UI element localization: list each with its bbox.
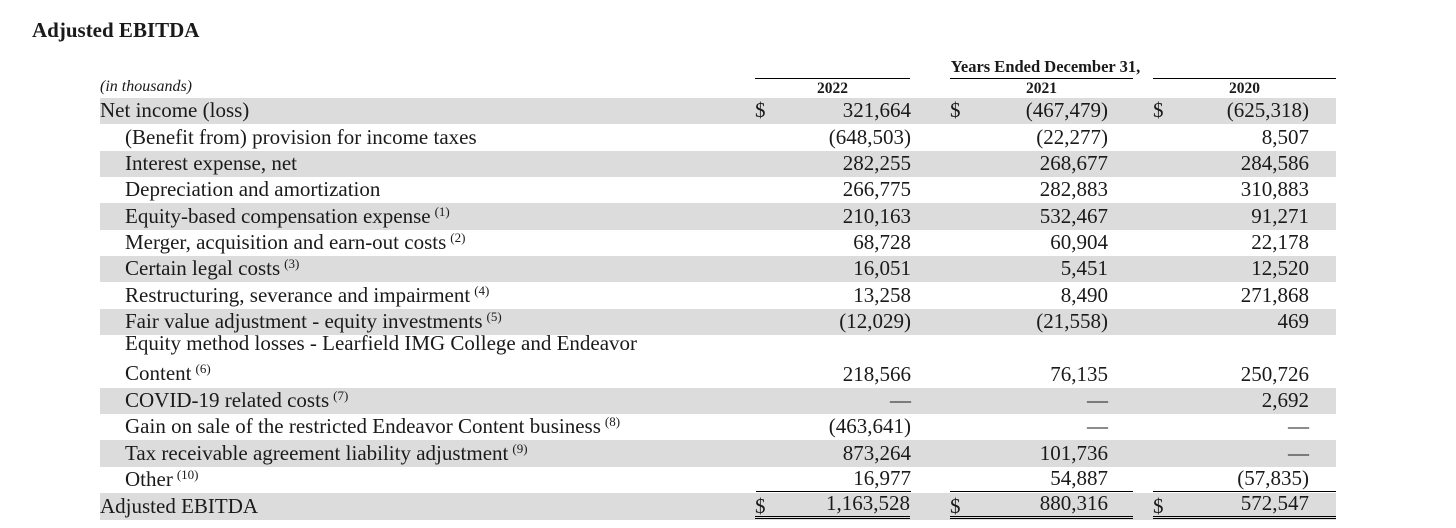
footnote-marker: (2): [450, 230, 466, 246]
value-2020: 310,883: [1240, 177, 1309, 202]
value-2021: 282,883: [1039, 177, 1108, 202]
row-label: Adjusted EBITDA: [100, 493, 259, 518]
units-label: (in thousands): [100, 78, 192, 95]
value-2020: 2,692: [1261, 388, 1309, 413]
value-2021: 54,887: [950, 465, 1133, 493]
value-2021: (21,558): [1036, 309, 1108, 334]
value-2020: 469: [1277, 309, 1310, 334]
value-2022: 321,664: [842, 98, 911, 123]
value-2022: 218,566: [842, 361, 911, 386]
value-2022: (648,503): [828, 124, 911, 149]
footnote-marker: (6): [195, 361, 211, 377]
row-label: Net income (loss): [100, 98, 250, 123]
ebitda-table: Net income (loss) $ 321,664 $ (467,479) …: [100, 98, 1336, 520]
value-2021: 76,135: [1050, 361, 1108, 386]
value-2020: 250,726: [1240, 361, 1309, 386]
value-2021: 532,467: [1039, 203, 1108, 228]
period-header: Years Ended December 31,: [950, 57, 1141, 76]
table-row-tax-receivable: Tax receivable agreement liability adjus…: [100, 440, 1336, 467]
value-2020: 271,868: [1240, 282, 1309, 307]
row-label: Equity-based compensation expense (1): [125, 203, 450, 228]
table-row-income-taxes: (Benefit from) provision for income taxe…: [100, 124, 1336, 150]
row-label: Merger, acquisition and earn-out costs (2…: [125, 230, 466, 255]
value-2020: 8,507: [1261, 124, 1309, 149]
row-label: Fair value adjustment - equity investmen…: [125, 309, 502, 334]
row-label: Interest expense, net: [125, 151, 298, 176]
value-2020: (625,318): [1226, 98, 1309, 123]
row-label: Gain on sale of the restricted Endeavor …: [125, 414, 621, 439]
table-row-net-income: Net income (loss) $ 321,664 $ (467,479) …: [100, 98, 1336, 125]
footnote-marker: (1): [434, 203, 450, 219]
value-2022: 16,051: [853, 256, 911, 281]
value-2022: 1,163,528: [755, 490, 910, 519]
table-row-other: Other (10) 16,977 54,887 (57,835): [100, 465, 1336, 493]
value-2022: 210,163: [842, 203, 911, 228]
value-2021: 101,736: [1039, 440, 1108, 465]
value-2022: (463,641): [828, 414, 911, 439]
row-label: COVID-19 related costs (7): [125, 388, 349, 413]
currency-symbol: $: [755, 493, 766, 518]
row-label: Restructuring, severance and impairment(…: [125, 282, 490, 307]
footnote-marker: (5): [486, 309, 502, 325]
table-row-covid-costs: COVID-19 related costs (7) — — 2,692: [100, 387, 1336, 415]
row-label: Equity method losses - Learfield IMG Col…: [125, 331, 638, 386]
value-2022: 68,728: [853, 230, 911, 255]
footnote-marker: (9): [512, 440, 528, 456]
value-2021: 5,451: [1060, 256, 1108, 281]
page-title: Adjusted EBITDA: [32, 18, 200, 42]
value-2020: 572,547: [1153, 490, 1336, 519]
value-2022: —: [890, 388, 911, 413]
value-2020: 91,271: [1251, 203, 1309, 228]
value-2021: (22,277): [1036, 124, 1108, 149]
value-2022: 282,255: [842, 151, 911, 176]
footnote-marker: (4): [474, 282, 490, 298]
currency-symbol: $: [755, 98, 766, 123]
value-2022: (12,029): [839, 309, 911, 334]
value-2020: —: [1288, 414, 1309, 439]
value-2022: 266,775: [842, 177, 911, 202]
row-label: Depreciation and amortization: [125, 177, 381, 202]
footnote-marker: (7): [333, 388, 349, 404]
row-label: Tax receivable agreement liability adjus…: [125, 440, 528, 465]
currency-symbol: $: [950, 493, 961, 518]
table-row-equity-compensation: Equity-based compensation expense (1) 210…: [100, 203, 1336, 230]
footnote-marker: (3): [284, 256, 300, 272]
table-row-interest-expense: Interest expense, net 282,255 268,677 28…: [100, 150, 1336, 178]
table-row-adjusted-ebitda-total: Adjusted EBITDA $ 1,163,528 $ 880,316 $ …: [100, 490, 1336, 520]
footnote-marker: (8): [604, 414, 621, 430]
currency-symbol: $: [1153, 98, 1164, 123]
currency-symbol: $: [1153, 493, 1164, 518]
table-row-depreciation: Depreciation and amortization 266,775 28…: [100, 177, 1336, 203]
value-2021: 268,677: [1039, 151, 1108, 176]
value-2022: 16,977: [756, 465, 911, 493]
table-row-restructuring: Restructuring, severance and impairment(…: [100, 282, 1336, 308]
value-2020: 22,178: [1251, 230, 1309, 255]
value-2020: —: [1288, 440, 1309, 465]
value-2021: —: [1087, 414, 1108, 439]
table-row-fair-value-adjustment: Fair value adjustment - equity investmen…: [100, 308, 1336, 336]
value-2022: 13,258: [853, 282, 911, 307]
value-2020: 284,586: [1240, 151, 1309, 176]
value-2021: (467,479): [1025, 98, 1108, 123]
currency-symbol: $: [950, 98, 961, 123]
row-label: Certain legal costs (3): [125, 256, 300, 281]
row-label: (Benefit from) provision for income taxe…: [125, 124, 477, 149]
table-row-gain-on-sale: Gain on sale of the restricted Endeavor …: [100, 414, 1336, 440]
table-row-legal-costs: Certain legal costs (3) 16,051 5,451 12,5…: [100, 256, 1336, 283]
footnote-marker: (10): [176, 467, 199, 483]
value-2021: 880,316: [950, 490, 1133, 519]
value-2022: 873,264: [842, 440, 911, 465]
table-row-merger-costs: Merger, acquisition and earn-out costs (2…: [100, 230, 1336, 256]
value-2020: 12,520: [1251, 256, 1309, 281]
value-2021: 60,904: [1050, 230, 1108, 255]
value-2020: (57,835): [1153, 465, 1336, 493]
row-label: Other (10): [125, 467, 199, 492]
table-row-equity-method-losses: Equity method losses - Learfield IMG Col…: [100, 331, 1336, 388]
value-2021: —: [1087, 388, 1108, 413]
value-2021: 8,490: [1060, 282, 1108, 307]
